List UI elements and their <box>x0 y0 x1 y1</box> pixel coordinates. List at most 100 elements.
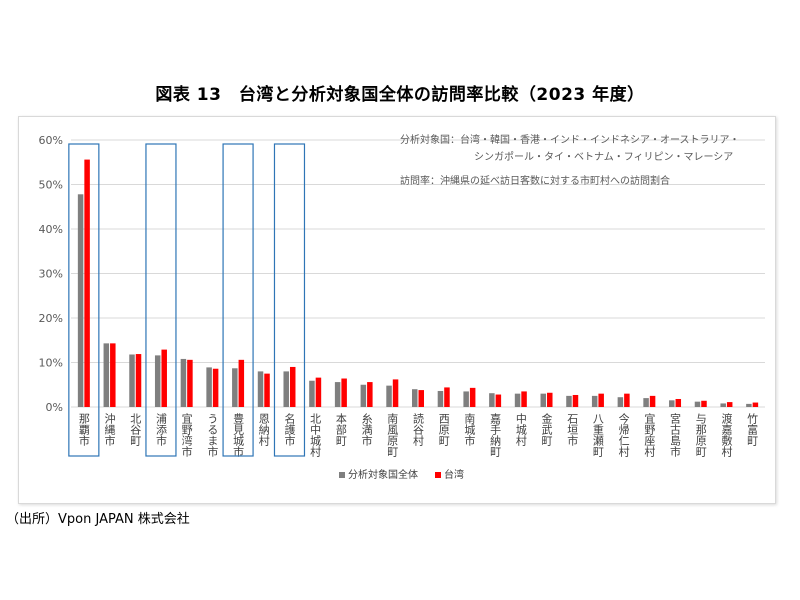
bar-chart: 0% 10% 20% 30% 40% 50% 60% 那覇市 沖縄市 北谷町 浦添市 宜野湾市 うるま市… <box>39 134 765 481</box>
bar-all <box>566 395 572 407</box>
bar-taiwan <box>624 393 630 407</box>
page-title: 図表 13 台湾と分析対象国全体の訪問率比較（2023 年度） <box>155 85 645 105</box>
x-category-label: 北谷町 <box>129 413 142 446</box>
bar-taiwan <box>752 402 759 407</box>
bar-all <box>283 371 289 407</box>
bar-taiwan <box>675 398 682 407</box>
bar-all <box>669 400 675 407</box>
y-tick-label: 50% <box>39 179 63 192</box>
bar-taiwan <box>521 391 527 407</box>
x-category-label: 南城市 <box>463 413 476 447</box>
source-note: （出所）Vpon JAPAN 株式会社 <box>6 512 190 527</box>
bar-all <box>154 355 161 407</box>
chart-frame: 0% 10% 20% 30% 40% 50% 60% 那覇市 沖縄市 北谷町 浦添市 宜野湾市 うるま市… <box>18 116 776 504</box>
bar-taiwan <box>84 159 90 407</box>
x-category-label: 北中城村 <box>309 413 322 457</box>
x-category-label: 恩納村 <box>257 413 270 446</box>
bar-all <box>129 354 135 407</box>
bar-all <box>257 371 264 407</box>
bar-all <box>617 397 624 407</box>
x-category-label: 読谷村 <box>412 412 425 446</box>
legend-swatch <box>339 472 345 478</box>
annotation-definition: 訪問率：沖縄県の延べ訪日客数に対する市町村への訪問割合 <box>400 176 670 187</box>
x-category-label: 八重瀬町 <box>591 413 604 457</box>
bar-all <box>720 403 726 407</box>
x-category-label: 沖縄市 <box>103 413 116 447</box>
bar-all <box>514 393 521 407</box>
bar-all <box>232 368 238 407</box>
legend-label: 台湾 <box>444 468 464 481</box>
annotation-countries-line2: シンガポール・タイ・ベトナム・フィリピン・マレーシア <box>474 152 734 163</box>
y-tick-label: 20% <box>39 312 63 325</box>
bar-taiwan <box>495 394 502 407</box>
bar-taiwan <box>649 395 656 407</box>
bar-all <box>309 380 315 407</box>
y-tick-label: 0% <box>46 401 63 414</box>
x-category-label: 渡嘉敷村 <box>720 412 733 457</box>
bar-all <box>334 382 341 407</box>
x-category-label: 南風原町 <box>386 413 399 457</box>
bar-all <box>694 401 701 407</box>
bar-all <box>77 194 84 407</box>
bar-all <box>489 393 495 407</box>
bar-all <box>437 390 444 407</box>
highlight-box <box>222 143 254 457</box>
highlight-box <box>68 143 100 457</box>
bar-taiwan <box>315 377 322 407</box>
bar-taiwan <box>212 368 219 407</box>
bar-all <box>360 384 367 407</box>
x-category-label: うるま市 <box>206 413 219 458</box>
bar-taiwan <box>367 382 373 407</box>
x-category-label: 豊見城市 <box>232 413 245 458</box>
bar-taiwan <box>726 402 733 407</box>
bar-taiwan <box>392 379 399 407</box>
x-category-label: 嘉手納町 <box>489 412 502 457</box>
bar-all <box>412 389 418 407</box>
x-category-label: 今帰仁村 <box>617 412 630 457</box>
x-category-label: 西原町 <box>437 413 450 446</box>
y-tick-label: 30% <box>39 268 63 281</box>
x-category-label: 宮古島市 <box>669 412 682 458</box>
x-category-label: 本部町 <box>334 412 347 446</box>
highlight-box <box>273 143 306 457</box>
bar-taiwan <box>135 354 142 407</box>
y-tick-label: 60% <box>39 134 63 147</box>
bar-taiwan <box>161 349 167 407</box>
bar-all <box>206 367 212 407</box>
bar-taiwan <box>469 387 476 407</box>
bar-taiwan <box>598 393 604 407</box>
x-category-label: 中城村 <box>514 413 527 446</box>
bar-taiwan <box>701 400 707 407</box>
x-category-label: 宜野座村 <box>643 412 656 457</box>
x-category-label: 与那原町 <box>694 413 707 457</box>
bar-taiwan <box>444 387 450 407</box>
legend-label: 分析対象国全体 <box>348 468 418 481</box>
bar-taiwan <box>264 373 270 407</box>
bar-all <box>463 391 469 407</box>
bar-taiwan <box>572 394 579 407</box>
bar-taiwan <box>547 392 553 407</box>
x-category-label: 浦添市 <box>154 413 167 447</box>
y-tick-label: 10% <box>39 357 63 370</box>
bar-taiwan <box>289 366 296 407</box>
bar-all <box>103 343 110 407</box>
bar-all <box>746 403 752 407</box>
bar-all <box>540 393 547 407</box>
highlight-box <box>145 143 177 457</box>
bar-all <box>180 358 187 407</box>
bar-all <box>386 385 392 407</box>
x-category-label: 竹富町 <box>746 412 759 446</box>
bar-taiwan <box>341 378 347 407</box>
x-category-label: 名護市 <box>283 412 296 447</box>
bar-taiwan <box>187 359 193 407</box>
bar-all <box>643 398 649 407</box>
legend-swatch <box>435 472 441 478</box>
annotation-countries-line1: 分析対象国：台湾・韓国・香港・インド・インドネシア・オーストラリア・ <box>400 135 740 146</box>
bar-taiwan <box>238 359 245 407</box>
x-category-label: 宜野湾市 <box>180 412 193 458</box>
bar-all <box>591 395 598 407</box>
x-category-label: 金武町 <box>540 412 553 446</box>
x-category-label: 那覇市 <box>77 413 90 447</box>
x-category-label: 糸満市 <box>360 413 373 447</box>
y-tick-label: 40% <box>39 223 63 236</box>
